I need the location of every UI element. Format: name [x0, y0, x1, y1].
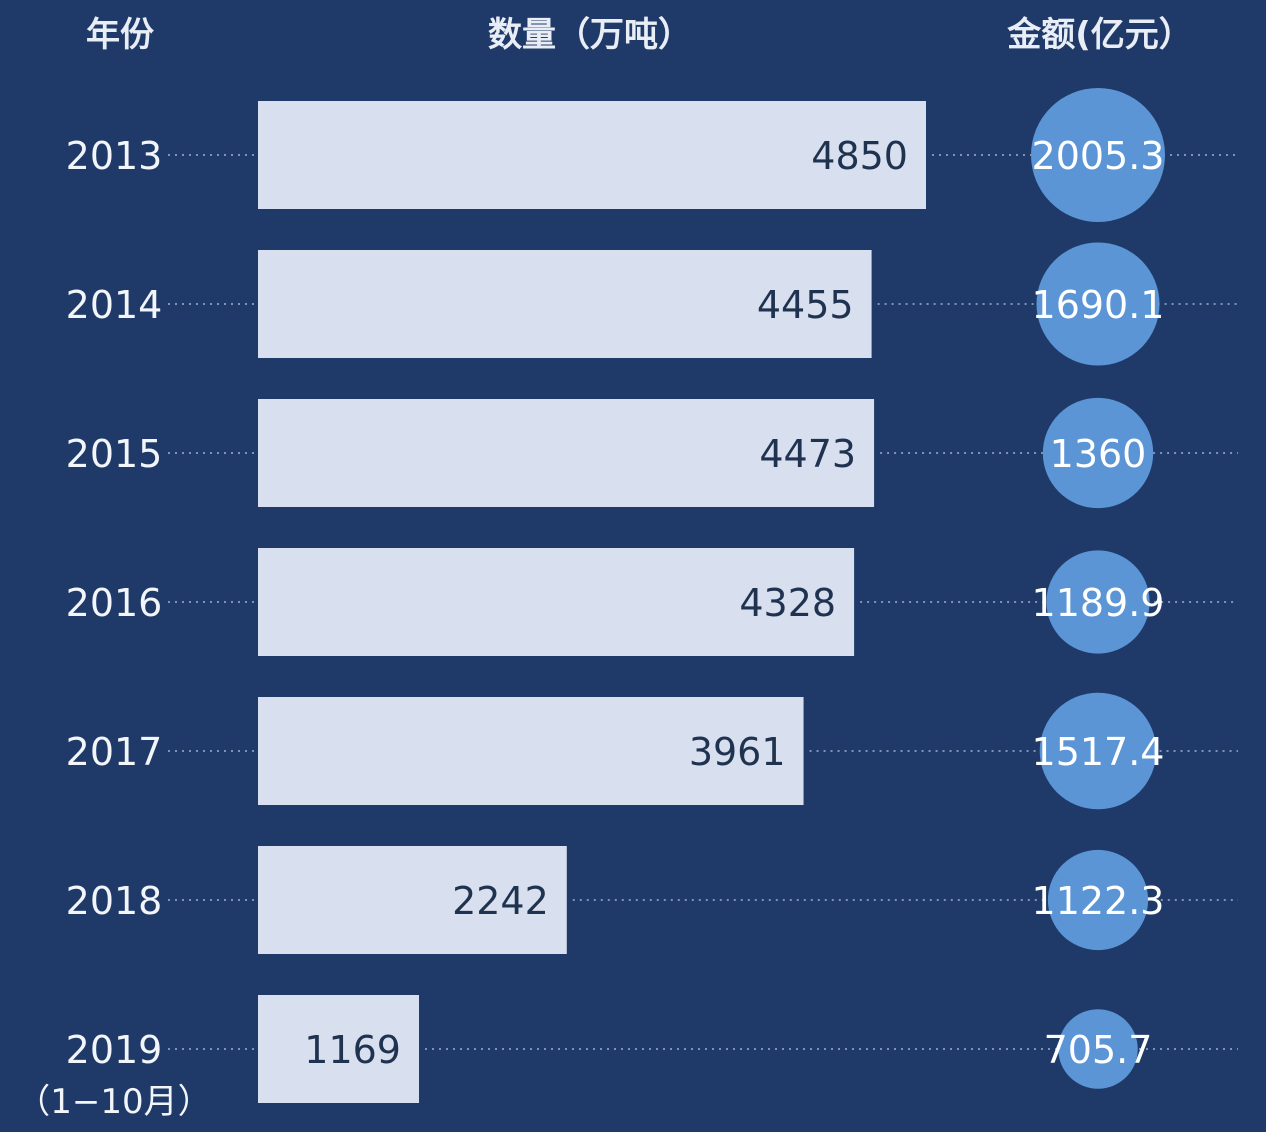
amount-circle — [1046, 550, 1150, 654]
quantity-bar — [258, 846, 567, 954]
year-label: 2017 — [66, 730, 163, 774]
quantity-bar — [258, 399, 875, 507]
amount-circle — [1058, 1009, 1138, 1089]
amount-value-label: 1360 — [1050, 432, 1147, 476]
amount-value-label: 1122.3 — [1032, 879, 1165, 923]
quantity-bar — [258, 548, 855, 656]
amount-circle — [1031, 88, 1165, 222]
quantity-bar — [258, 250, 872, 358]
amount-column-header: 金额(亿元） — [1007, 15, 1193, 55]
quantity-bar — [258, 101, 926, 209]
year-label: 2013 — [66, 134, 163, 178]
year-column-header: 年份 — [86, 15, 154, 55]
amount-value-label: 1690.1 — [1032, 283, 1165, 327]
quantity-bar — [258, 995, 420, 1103]
amount-circle — [1042, 397, 1154, 509]
amount-circle — [1039, 692, 1157, 810]
amount-circle — [1036, 242, 1160, 366]
quantity-value-label: 4473 — [759, 432, 856, 476]
year-note-label: （1−10月） — [16, 1082, 211, 1122]
quantity-bar — [258, 697, 804, 805]
quantity-value-label: 2242 — [452, 879, 549, 923]
amount-value-label: 705.7 — [1044, 1028, 1153, 1072]
quantity-value-label: 1169 — [304, 1028, 401, 1072]
amount-value-label: 2005.3 — [1032, 134, 1165, 178]
year-label: 2019 — [66, 1028, 163, 1072]
quantity-value-label: 4328 — [739, 581, 836, 625]
quantity-value-label: 3961 — [689, 730, 786, 774]
year-label: 2014 — [66, 283, 163, 327]
amount-value-label: 1517.4 — [1032, 730, 1165, 774]
year-label: 2015 — [66, 432, 163, 476]
year-label: 2016 — [66, 581, 163, 625]
amount-circle — [1047, 849, 1149, 951]
amount-value-label: 1189.9 — [1032, 581, 1165, 625]
quantity-value-label: 4850 — [811, 134, 908, 178]
quantity-column-header: 数量（万吨） — [488, 15, 692, 55]
quantity-value-label: 4455 — [757, 283, 854, 327]
year-label: 2018 — [66, 879, 163, 923]
